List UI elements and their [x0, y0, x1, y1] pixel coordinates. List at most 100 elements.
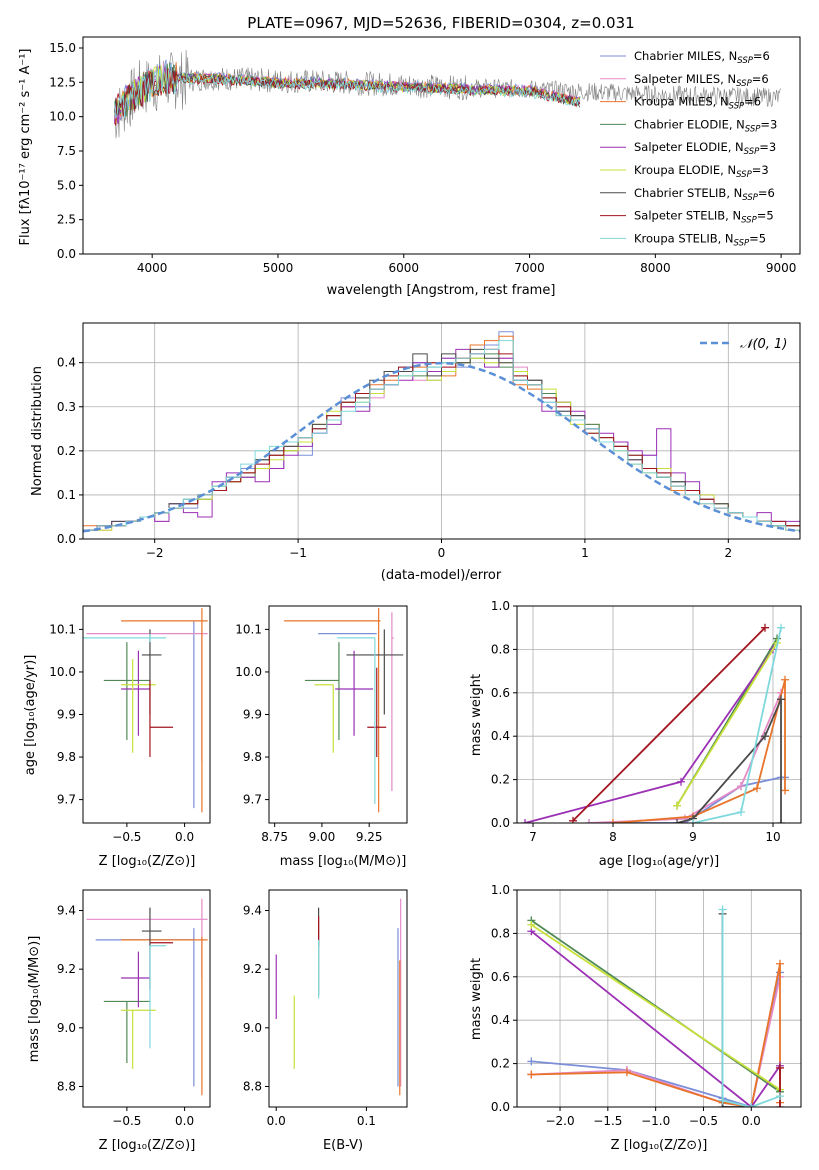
weight-marker: [609, 819, 617, 823]
y-tick-label: 0.0: [491, 1100, 510, 1114]
legend-label-sub: SSP: [741, 216, 757, 226]
error-bar: [121, 608, 208, 813]
legend-label-tail: =3: [752, 163, 769, 177]
weight-marker: [673, 819, 681, 823]
y-tick-label: 9.8: [57, 750, 76, 764]
error-bar: [103, 642, 150, 741]
x-tick-label: 0: [438, 546, 446, 560]
weight-marker: [781, 675, 789, 684]
panel-ticks: −0.5 0.0 9.7 9.8 9.9 10.0 10.1: [49, 622, 194, 844]
legend-label-tail: =6: [753, 49, 770, 63]
y-tick-label: 0.4: [491, 1013, 510, 1027]
y-tick-label: 0.2: [491, 773, 510, 787]
legend-label-main: Salpeter STELIB, N: [634, 209, 741, 223]
x-tick-label: 7000: [514, 261, 545, 275]
x-tick-label: 8.75: [261, 830, 288, 844]
panel-plot-area: [86, 898, 208, 1096]
weight-marker: [761, 732, 769, 741]
x-tick-label: 4000: [137, 261, 168, 275]
panel-5: −0.5 0.0 8.8 9.0 9.2 9.4: [57, 889, 211, 1128]
y-tick-label: 10.0: [49, 110, 76, 124]
x-tick-label: 9.25: [356, 830, 383, 844]
legend-label-tail: =5: [757, 209, 774, 223]
legend-label-tail: =6: [758, 186, 775, 200]
x-tick-label: −1.0: [641, 1114, 670, 1128]
y-tick-label: 9.2: [243, 962, 262, 976]
weight-z-ylabel: mass weight: [469, 958, 484, 1040]
error-bar: [103, 1000, 150, 1064]
x-tick-label: 0.0: [267, 1114, 286, 1128]
error-bar: [121, 650, 150, 736]
y-tick-label: 8.8: [243, 1079, 262, 1093]
histogram-plot-area: [83, 331, 800, 539]
y-tick-label: 10.1: [49, 622, 76, 636]
x-tick-label: 8000: [640, 261, 671, 275]
weight-z-xlabel: Z [log₁₀(Z/Z⊙)]: [611, 1138, 708, 1153]
weight-line: [572, 627, 766, 822]
legend-label-main: Chabrier ELODIE, N: [634, 117, 745, 131]
y-tick-label: 0.0: [57, 247, 76, 261]
legend-label-sub: SSP: [736, 170, 752, 180]
legend-label: Salpeter MILES, NSSP=6: [634, 72, 769, 89]
spectrum-axes-frame: [82, 36, 801, 255]
legend-label-sub: SSP: [745, 124, 761, 134]
legend-label-sub: SSP: [729, 102, 745, 112]
weight-marker: [521, 819, 529, 823]
weight-line: [721, 909, 781, 1107]
error-bar: [367, 667, 387, 758]
x-tick-label: −1.5: [593, 1114, 622, 1128]
x-tick-label: 0.1: [357, 1114, 376, 1128]
panel-axes-frame: [268, 889, 408, 1108]
legend-label: Chabrier STELIB, NSSP=6: [634, 186, 775, 203]
x-tick-label: 8: [609, 830, 617, 844]
mass-z-ylabel: mass [log₁₀(M/M⊙)]: [27, 936, 42, 1063]
error-bar: [314, 684, 334, 753]
panel-axes-frame: [268, 605, 408, 824]
weight-marker: [775, 1063, 784, 1072]
weight-marker: [718, 1096, 727, 1105]
panel-ticks: −0.5 0.0 8.8 9.0 9.2 9.4: [57, 904, 194, 1128]
weight-age-xlabel: age [log₁₀(age/yr)]: [599, 854, 720, 869]
legend-normal-label: 𝒩(0, 1): [740, 337, 787, 352]
x-tick-label: −0.5: [112, 1114, 141, 1128]
x-tick-label: 7: [529, 830, 537, 844]
y-tick-label: 2.5: [57, 213, 76, 227]
spectrum-ticks: 4000 5000 6000 7000 8000 9000 0.0 2.5 5.0 7.5 10.0…: [49, 41, 796, 275]
x-tick-label: −2: [146, 546, 164, 560]
weight-marker: [753, 784, 761, 793]
error-bar: [83, 633, 167, 643]
panel-axes-frame: [516, 605, 802, 824]
y-tick-label: 9.7: [57, 793, 76, 807]
mass-ebv-xlabel: E(B-V): [323, 1138, 363, 1153]
panel-plot-area: [83, 608, 208, 813]
panel-6: 0.0 0.1 8.8 9.0 9.2 9.4: [243, 889, 408, 1128]
y-tick-label: 9.8: [243, 750, 262, 764]
panel-ticks: 7 8 9 10 0.0 0.2 0.4 0.6 0.8 1.0: [491, 599, 781, 844]
weight-marker: [673, 801, 681, 810]
age-z-ylabel: age [log₁₀(age/yr)]: [23, 655, 38, 776]
panel-7: −2.0 −1.5 −1.0 −0.5 0.0 0.0 0.2 0.4 0.6 0.8 1.0: [491, 883, 802, 1128]
weight-line: [676, 642, 778, 807]
x-tick-label: 0.0: [175, 830, 194, 844]
panel-plot-area: [521, 623, 789, 823]
panel-2: −0.5 0.0 9.7 9.8 9.9 10.0 10.1: [49, 605, 211, 844]
legend-label-tail: =5: [749, 231, 766, 245]
error-bar: [284, 608, 381, 813]
y-tick-label: 15.0: [49, 41, 76, 55]
y-tick-label: 7.5: [57, 144, 76, 158]
spectrum-xlabel: wavelength [Angstrom, rest frame]: [327, 283, 556, 298]
x-tick-label: −1: [289, 546, 307, 560]
spectrum-plot-area: [114, 50, 782, 139]
weight-marker: [527, 920, 536, 929]
legend-label-main: Salpeter ELODIE, N: [634, 140, 744, 154]
weight-marker: [737, 782, 745, 791]
normal-curve: [83, 361, 800, 533]
y-tick-label: 10.0: [49, 665, 76, 679]
legend-label-tail: =6: [744, 95, 761, 109]
legend-label-sub: SSP: [737, 56, 753, 66]
weight-marker: [622, 1068, 631, 1077]
legend-label-tail: =6: [752, 72, 769, 86]
y-tick-label: 9.9: [57, 708, 76, 722]
